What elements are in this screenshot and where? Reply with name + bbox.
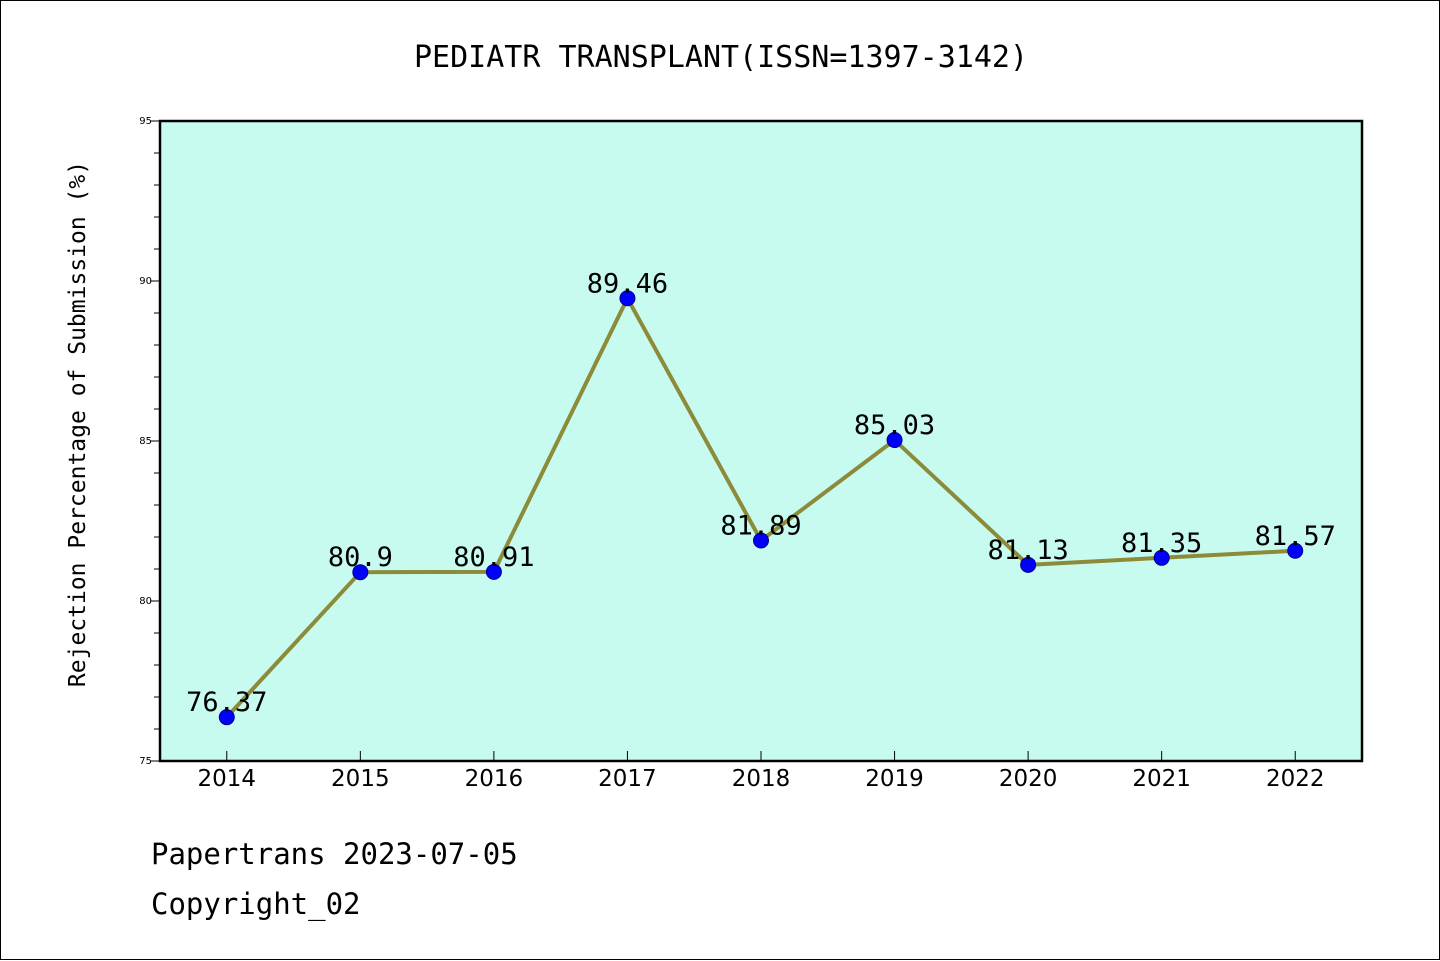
- plot-area-background: [160, 121, 1362, 761]
- x-tick-label: 2021: [1132, 766, 1191, 792]
- y-tick-label: 80: [139, 596, 152, 607]
- data-point: [485, 563, 502, 580]
- footer-date-text: Papertrans 2023-07-05: [151, 837, 518, 871]
- x-tick-label: 2020: [999, 766, 1058, 792]
- x-tick-label: 2017: [598, 766, 657, 792]
- x-tick-label: 2019: [865, 766, 924, 792]
- x-tick-label: 2018: [732, 766, 791, 792]
- data-point: [753, 532, 769, 549]
- x-tick-label: 2015: [331, 766, 390, 792]
- data-point: [619, 290, 636, 307]
- data-label: 76.37: [186, 687, 267, 718]
- data-label: 81.13: [987, 535, 1068, 566]
- y-tick-label: 85: [139, 436, 152, 447]
- x-tick-label: 2022: [1266, 766, 1325, 792]
- data-label: 80.9: [328, 542, 393, 573]
- data-label: 81.89: [720, 511, 801, 542]
- data-point: [886, 432, 903, 449]
- y-tick-label: 90: [139, 276, 152, 287]
- data-label: 81.35: [1121, 528, 1202, 559]
- y-axis-label: Rejection Percentage of Submission (%): [65, 161, 91, 687]
- plot-frame: [158, 119, 1364, 763]
- chart-title: PEDIATR TRANSPLANT(ISSN=1397-3142): [414, 40, 1028, 75]
- data-point: [1287, 542, 1304, 559]
- data-label: 80.91: [453, 542, 534, 573]
- data-point: [1020, 556, 1037, 573]
- footer-copyright-text: Copyright_02: [151, 887, 361, 921]
- data-label: 81.57: [1255, 521, 1336, 552]
- data-point: [1153, 549, 1170, 566]
- data-point: [218, 709, 235, 726]
- data-label: 89.46: [587, 268, 668, 299]
- y-tick-label: 95: [139, 116, 152, 127]
- x-tick-label: 2014: [198, 766, 257, 792]
- x-tick-label: 2016: [465, 766, 524, 792]
- y-tick-label: 75: [139, 756, 152, 767]
- data-label: 85.03: [854, 410, 935, 441]
- data-point: [352, 564, 369, 581]
